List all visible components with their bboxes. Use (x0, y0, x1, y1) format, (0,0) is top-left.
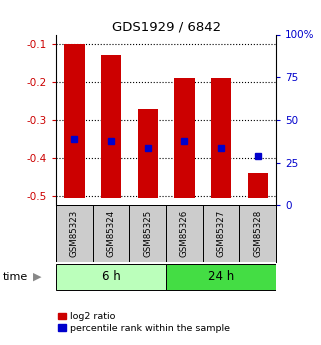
Text: 6 h: 6 h (102, 270, 120, 283)
Text: GSM85325: GSM85325 (143, 210, 152, 257)
FancyBboxPatch shape (56, 264, 166, 290)
Text: GSM85327: GSM85327 (217, 210, 226, 257)
Legend: log2 ratio, percentile rank within the sample: log2 ratio, percentile rank within the s… (55, 308, 233, 337)
Bar (211, 78, 231, 198)
FancyBboxPatch shape (129, 205, 166, 262)
Title: GDS1929 / 6842: GDS1929 / 6842 (112, 20, 221, 33)
Text: GSM85323: GSM85323 (70, 210, 79, 257)
FancyBboxPatch shape (239, 205, 276, 262)
FancyBboxPatch shape (166, 205, 203, 262)
Text: GSM85326: GSM85326 (180, 210, 189, 257)
Text: time: time (3, 272, 29, 282)
Bar (101, 56, 121, 198)
FancyBboxPatch shape (166, 264, 276, 290)
Text: GSM85328: GSM85328 (253, 210, 262, 257)
Text: ▶: ▶ (33, 272, 41, 282)
Bar (174, 78, 195, 198)
Bar (248, 173, 268, 198)
FancyBboxPatch shape (203, 205, 239, 262)
Text: GSM85324: GSM85324 (107, 210, 116, 257)
Text: 24 h: 24 h (208, 270, 234, 283)
FancyBboxPatch shape (56, 205, 93, 262)
Bar (65, 44, 84, 198)
FancyBboxPatch shape (93, 205, 129, 262)
Bar (138, 109, 158, 198)
